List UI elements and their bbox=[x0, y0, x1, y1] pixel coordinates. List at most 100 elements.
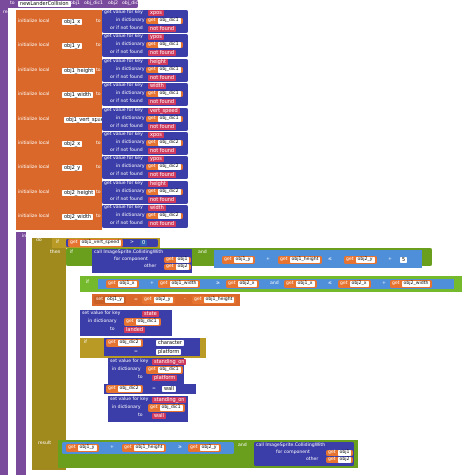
cmp2-block[interactable]: get obj1_x + get obj1_width ≥ get obj2_x an… bbox=[98, 279, 454, 289]
get-value-for-key-label: get value for key bbox=[104, 180, 143, 186]
param-2[interactable]: obj_dic1 bbox=[84, 1, 103, 6]
local-var-name[interactable]: obj1_vert_speed bbox=[64, 116, 109, 123]
colliding-call[interactable]: call ImageSprite.CollidingWith for compo… bbox=[92, 249, 192, 273]
key-string[interactable]: xpos bbox=[148, 132, 164, 138]
init-local-label: initialize local bbox=[18, 214, 50, 220]
and-label-1: and bbox=[198, 250, 207, 255]
or-if-not-found-label: or if not found bbox=[110, 172, 143, 178]
do-block[interactable] bbox=[32, 238, 52, 470]
procedure-spine bbox=[0, 0, 8, 475]
cond1-compare[interactable]: get obj1_vert_speed > 0 bbox=[66, 239, 158, 247]
get-value-block[interactable]: get value for key xpos in dictionary get obj… bbox=[102, 10, 188, 33]
init-to-label: to bbox=[96, 19, 101, 24]
get-value-block[interactable]: get value for key height in dictionary get o… bbox=[102, 180, 188, 204]
local-var-name[interactable]: obj1_height bbox=[62, 67, 96, 74]
in-dictionary-label: in dictionary bbox=[116, 140, 145, 145]
key-string[interactable]: xpos bbox=[148, 10, 164, 16]
or-if-not-found-label: or if not found bbox=[110, 221, 143, 227]
do-label: do bbox=[36, 238, 42, 243]
cond1-num[interactable]: 0 bbox=[140, 240, 148, 246]
get-value-block[interactable]: get value for key height in dictionary get o… bbox=[102, 58, 188, 82]
param-4[interactable]: obj_dic2 bbox=[122, 1, 141, 6]
init-local-label: initialize local bbox=[18, 92, 50, 98]
dict-get[interactable]: get obj_dic1 bbox=[146, 91, 183, 98]
init-local-label: initialize local bbox=[18, 141, 50, 146]
in-body-spine bbox=[16, 232, 26, 475]
set-obj1-y[interactable]: set obj1_y = get obj2_y - get obj1_height bbox=[92, 294, 240, 306]
not-found-string[interactable]: not found bbox=[148, 74, 177, 81]
not-found-string[interactable]: not found bbox=[148, 221, 177, 228]
procedure-name[interactable]: newLanderCollision bbox=[18, 1, 71, 7]
other-var[interactable]: get obj2 bbox=[164, 264, 192, 270]
set-state-block[interactable]: set value for key state in dictionary ge… bbox=[80, 310, 172, 336]
then-label-4: then bbox=[82, 360, 93, 365]
then-block bbox=[52, 248, 66, 470]
init-local-label: initialize local bbox=[18, 165, 50, 171]
then-label-3: then bbox=[80, 296, 91, 301]
dict-get[interactable]: get obj_dic1 bbox=[146, 66, 183, 73]
else-if-label: else if bbox=[82, 386, 96, 391]
set-standing-platform[interactable]: set value for key standing_on in diction… bbox=[108, 358, 187, 384]
to-keyword: to bbox=[10, 1, 15, 6]
not-found-string[interactable]: not found bbox=[148, 99, 177, 106]
init-local-label: initialize local bbox=[18, 189, 50, 195]
then-label-2: then bbox=[66, 278, 77, 283]
local-var-name[interactable]: obj2_y bbox=[62, 165, 83, 172]
char-compare[interactable]: get obj_dic2 character = platform bbox=[104, 338, 200, 356]
param-1[interactable]: obj1 bbox=[70, 1, 80, 6]
key-string[interactable]: ypos bbox=[148, 156, 164, 163]
not-found-string[interactable]: not found bbox=[148, 123, 177, 130]
not-found-string[interactable]: not found bbox=[148, 172, 177, 179]
dict-get[interactable]: get obj_dic1 bbox=[146, 42, 183, 49]
get-value-for-key-label: get value for key bbox=[104, 58, 143, 64]
result-and-block[interactable]: get obj1_y + get obj1_height ≥ get obj2_y a… bbox=[58, 440, 358, 468]
result-label: result bbox=[3, 10, 16, 15]
in-dictionary-label: in dictionary bbox=[116, 18, 145, 23]
dict-get[interactable]: get obj_dic2 bbox=[146, 164, 183, 171]
local-var-name[interactable]: obj2_width bbox=[62, 214, 94, 221]
key-string[interactable]: height bbox=[148, 180, 168, 187]
key-string[interactable]: width bbox=[148, 205, 166, 212]
get-value-block[interactable]: get value for key ypos in dictionary get obj… bbox=[102, 34, 188, 58]
cmp1-block[interactable]: get obj1_y + get obj1_height ≤ get obj2_y +… bbox=[214, 250, 422, 268]
get-value-block[interactable]: get value for key ypos in dictionary get obj… bbox=[102, 156, 188, 180]
result-cmp[interactable]: get obj1_y + get obj1_height ≥ get obj2_y bbox=[62, 442, 234, 454]
dict-get[interactable]: get obj_dic2 bbox=[146, 188, 183, 195]
dict-get[interactable]: get obj_dic1 bbox=[146, 18, 183, 24]
get-value-block[interactable]: get value for key xpos in dictionary get obj… bbox=[102, 132, 188, 155]
param-3[interactable]: obj2 bbox=[108, 1, 118, 6]
local-var-name[interactable]: obj2_height bbox=[62, 189, 96, 196]
key-string[interactable]: height bbox=[148, 58, 168, 65]
dict-get[interactable]: get obj_dic1 bbox=[146, 115, 183, 122]
local-var-name[interactable]: obj2_x bbox=[62, 141, 83, 147]
local-var-name[interactable]: obj1_width bbox=[62, 92, 94, 99]
not-found-string[interactable]: not found bbox=[148, 50, 177, 57]
comp-var[interactable]: get obj1 bbox=[164, 257, 192, 263]
key-string[interactable]: width bbox=[148, 83, 166, 90]
init-to-label: to bbox=[96, 141, 101, 146]
dict-get[interactable]: get obj_dic2 bbox=[146, 213, 183, 220]
cond1-op[interactable]: > bbox=[130, 240, 134, 245]
result-return-label: result bbox=[38, 441, 51, 446]
get-value-block[interactable]: get value for key width in dictionary get ob… bbox=[102, 205, 188, 229]
in-dictionary-label: in dictionary bbox=[116, 42, 145, 48]
local-var-name[interactable]: obj1_y bbox=[62, 43, 83, 50]
get-value-block[interactable]: get value for key vert_speed in dictionary… bbox=[102, 107, 188, 131]
result-colliding[interactable]: call ImageSprite.CollidingWith for compo… bbox=[254, 442, 354, 466]
local-var-name[interactable]: obj1_x bbox=[62, 19, 83, 25]
get-value-block[interactable]: get value for key width in dictionary get ob… bbox=[102, 83, 188, 107]
cond1-get[interactable]: get obj1_vert_speed bbox=[68, 239, 124, 247]
in-label: in bbox=[22, 234, 27, 239]
not-found-string[interactable]: not found bbox=[148, 26, 177, 32]
set-standing-wall[interactable]: set value for key standing_on in diction… bbox=[108, 396, 188, 422]
procedure-header[interactable]: to newLanderCollision obj1 obj_dic1 obj2… bbox=[0, 0, 141, 8]
key-string[interactable]: ypos bbox=[148, 34, 164, 41]
or-if-not-found-label: or if not found bbox=[110, 123, 143, 129]
dict-get[interactable]: get obj_dic2 bbox=[146, 140, 183, 146]
not-found-string[interactable]: not found bbox=[148, 196, 177, 203]
not-found-string[interactable]: not found bbox=[148, 148, 177, 154]
key-string[interactable]: vert_speed bbox=[148, 107, 180, 114]
init-local-label: initialize local bbox=[18, 67, 50, 73]
wall-compare[interactable]: get obj_dic2 = wall bbox=[104, 384, 196, 394]
or-if-not-found-label: or if not found bbox=[110, 99, 143, 105]
